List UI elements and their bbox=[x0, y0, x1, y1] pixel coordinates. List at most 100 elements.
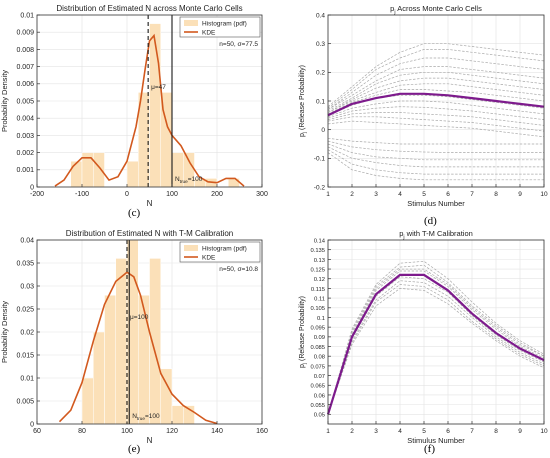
cell-series-line bbox=[327, 288, 545, 415]
y-tick-label: 0.125 bbox=[310, 267, 325, 273]
cell-series-line bbox=[327, 66, 545, 110]
y-tick-label: 0.135 bbox=[310, 248, 325, 254]
x-tick-label: 7 bbox=[470, 191, 474, 198]
cell-series-line bbox=[327, 100, 545, 118]
histogram-bar bbox=[93, 152, 105, 188]
legend-label-histogram: Histogram (pdf) bbox=[202, 21, 247, 28]
x-tick-label: 6 bbox=[446, 428, 450, 435]
x-tick-label: 7 bbox=[470, 428, 474, 435]
y-tick-label: 0 bbox=[30, 184, 34, 191]
x-tick-label: 10 bbox=[540, 428, 548, 435]
y-tick-label: 0.1 bbox=[317, 316, 325, 322]
x-tick-label: 9 bbox=[518, 191, 522, 198]
y-tick-label: 0.05 bbox=[314, 413, 325, 419]
y-tick-label: 0.006 bbox=[16, 81, 34, 88]
cell-series-line bbox=[327, 140, 544, 153]
legend-swatch-histogram bbox=[184, 245, 198, 251]
y-tick-label: 0.009 bbox=[16, 30, 34, 37]
panel-label-f: (f) bbox=[424, 443, 435, 455]
chart-panel-e: μ=100 Ntrue=100 60 80 100 120 140 160 0 0.005 0.01… bbox=[0, 229, 268, 445]
y-tick-label: -0.2 bbox=[314, 184, 326, 191]
y-tick-label: 0.105 bbox=[310, 306, 325, 312]
y-tick-label: 0.085 bbox=[310, 345, 325, 351]
cell-series-line bbox=[327, 137, 544, 145]
x-tick-label: -200 bbox=[30, 191, 44, 198]
x-axis-label: Stimulus Number bbox=[407, 436, 465, 445]
axes-frame bbox=[327, 239, 545, 425]
y-tick-label: 0.09 bbox=[314, 335, 325, 341]
y-axis-label: pj (Release Probability) bbox=[299, 296, 308, 368]
histogram-bar bbox=[70, 160, 83, 188]
panel-label-c: (c) bbox=[128, 207, 141, 219]
y-tick-label: 0.065 bbox=[310, 384, 325, 390]
true-n-label: Ntrue=100 bbox=[175, 176, 203, 184]
y-tick-label: 0.075 bbox=[310, 364, 325, 370]
x-tick-label: 3 bbox=[374, 191, 378, 198]
cell-series-line bbox=[327, 284, 545, 415]
y-axis-label: pj (Release Probability) bbox=[299, 65, 308, 137]
x-tick-label: 1 bbox=[326, 428, 330, 435]
cell-series-line bbox=[327, 77, 545, 113]
mean-label: μ=47 bbox=[151, 84, 166, 91]
y-axis-label: Probability Density bbox=[0, 70, 9, 132]
mean-label: μ=100 bbox=[130, 314, 149, 321]
x-tick-label: -100 bbox=[75, 191, 89, 198]
stats-annotation: n=50, σ=10.8 bbox=[219, 266, 258, 273]
y-tick-label: 0.12 bbox=[314, 277, 325, 283]
y-axis-label: Probability Density bbox=[0, 301, 9, 363]
x-tick-label: 0 bbox=[125, 191, 129, 198]
y-tick-label: 0.02 bbox=[20, 329, 34, 336]
chart-title: Distribution of Estimated N with T-M Cal… bbox=[66, 229, 233, 238]
x-tick-label: 8 bbox=[494, 428, 498, 435]
cell-series-line bbox=[327, 143, 544, 161]
cell-series-line bbox=[327, 71, 545, 112]
x-tick-label: 60 bbox=[33, 428, 41, 435]
y-tick-label: 0.4 bbox=[316, 12, 325, 19]
panel-label-d: (d) bbox=[424, 215, 437, 227]
y-tick-label: -0.1 bbox=[314, 156, 326, 163]
y-tick-label: 0.04 bbox=[20, 237, 34, 244]
x-axis-label: Stimulus Number bbox=[407, 199, 465, 208]
chart-panel-d: 1 2 3 4 5 6 7 8 9 10 -0.2 -0.1 0 0.1 0.2 0.3 0.4 pj Acros… bbox=[299, 4, 548, 208]
x-tick-label: 3 bbox=[374, 428, 378, 435]
histogram-bar bbox=[171, 405, 184, 425]
y-tick-label: 0.005 bbox=[16, 98, 34, 105]
histogram-bar bbox=[126, 160, 139, 188]
cell-series-line bbox=[327, 112, 545, 126]
y-tick-label: 0.003 bbox=[16, 133, 34, 140]
mean-series-line bbox=[326, 273, 545, 415]
cell-series-line bbox=[327, 83, 545, 113]
x-tick-label: 8 bbox=[494, 191, 498, 198]
y-tick-label: 0.3 bbox=[316, 41, 325, 48]
y-tick-label: 0.008 bbox=[16, 47, 34, 54]
x-axis-label: N bbox=[147, 199, 153, 208]
y-tick-label: 0.007 bbox=[16, 64, 34, 71]
cell-series-line bbox=[327, 116, 545, 132]
plot-area bbox=[328, 240, 544, 424]
y-tick-label: 0.14 bbox=[314, 238, 326, 244]
cell-series-line bbox=[327, 268, 545, 415]
chart-panel-f: 1 2 3 4 5 6 7 8 9 10 0.05 0.055 0.06 0.065 0.07 0.075 0.… bbox=[299, 229, 548, 445]
legend-box bbox=[179, 241, 261, 263]
x-tick-label: 5 bbox=[422, 428, 426, 435]
y-tick-label: 0.11 bbox=[314, 297, 325, 303]
cell-series-line bbox=[327, 106, 545, 120]
legend-label-histogram: Histogram (pdf) bbox=[202, 246, 247, 253]
cell-series-line bbox=[327, 152, 544, 181]
y-tick-label: 0.015 bbox=[16, 352, 34, 359]
cell-series-line bbox=[327, 57, 545, 110]
legend-label-kde: KDE bbox=[202, 30, 216, 37]
mean-series-line bbox=[327, 92, 545, 117]
legend-label-kde: KDE bbox=[202, 255, 216, 262]
cell-series-line bbox=[327, 264, 545, 415]
kde-curve bbox=[54, 33, 245, 187]
cell-series-line bbox=[327, 260, 545, 415]
x-tick-label: 5 bbox=[422, 191, 426, 198]
cell-series-line bbox=[327, 280, 545, 415]
cell-series-line bbox=[327, 149, 544, 175]
cell-series-line bbox=[327, 43, 545, 107]
x-tick-label: 100 bbox=[121, 428, 133, 435]
histogram-bar bbox=[126, 239, 139, 425]
y-tick-label: 0.005 bbox=[16, 398, 34, 405]
x-tick-label: 120 bbox=[166, 428, 178, 435]
